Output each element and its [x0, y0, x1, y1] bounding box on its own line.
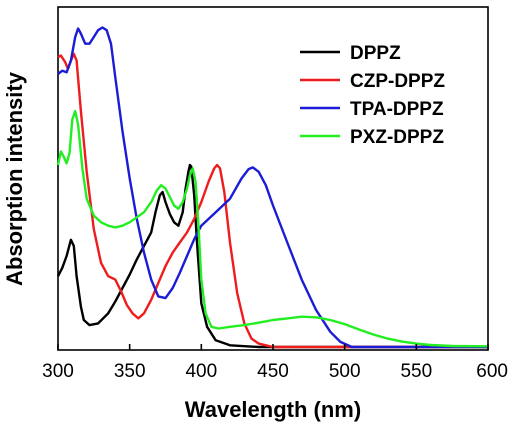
legend-label-pxz-dppz: PXZ-DPPZ	[350, 127, 444, 148]
x-axis-title: Wavelength (nm)	[185, 397, 361, 422]
legend-label-tpa-dppz: TPA-DPPZ	[350, 99, 444, 120]
y-axis-title: Absorption intensity	[2, 71, 27, 286]
x-tick-label: 500	[329, 361, 361, 382]
plot-frame	[57, 6, 489, 351]
series-line-pxz-dppz	[56, 109, 489, 348]
series-line-tpa-dppz	[57, 26, 488, 349]
legend: DPPZ CZP-DPPZ TPA-DPPZ PXZ-DPPZ	[300, 43, 445, 148]
series-layer	[56, 26, 489, 349]
legend-label-dppz: DPPZ	[350, 43, 401, 64]
series-line-dppz	[56, 163, 488, 349]
legend-label-czp-dppz: CZP-DPPZ	[350, 71, 445, 92]
x-tick-label: 350	[114, 361, 146, 382]
x-tick-label: 600	[476, 361, 508, 382]
x-tick-label: 550	[400, 361, 432, 382]
x-tick-label: 450	[257, 361, 289, 382]
x-tick-label: 300	[42, 361, 74, 382]
x-tick-label: 400	[185, 361, 217, 382]
x-axis-ticks: 300 350 400 450 500 550 600	[42, 344, 508, 382]
series-line-czp-dppz	[57, 52, 488, 349]
